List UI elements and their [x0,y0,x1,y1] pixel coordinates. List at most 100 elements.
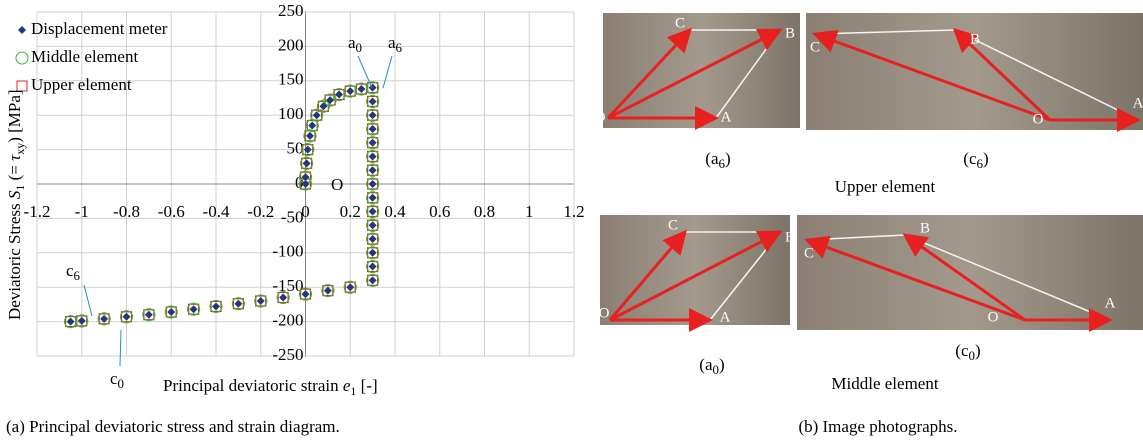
data-point [369,194,377,202]
data-point [324,287,332,295]
data-point [369,235,377,243]
photo: O A B C [595,13,800,128]
data-point [369,249,377,257]
data-point [369,97,377,105]
point-label: A [1105,295,1116,311]
label-end: ) [975,341,981,360]
x-tick-label: 1 [525,202,534,221]
figure-caption: (b) Image photographs. [798,417,957,436]
label-end: ) [983,149,989,168]
label-base: (c [955,341,969,360]
point-label: A [721,109,732,125]
photo-caption: (a6) [705,149,730,171]
data-point [369,263,377,271]
photo-caption: (c0) [955,341,980,363]
y-tick-label: 150 [278,70,304,89]
data-point [67,318,75,326]
y-tick-label: 250 [278,1,304,20]
legend-label: Displacement meter [31,19,168,38]
point-label: O [595,109,606,125]
annotation: a0 [348,33,362,55]
data-point [369,139,377,147]
legend-label: Upper element [31,75,132,94]
data-point [326,96,334,104]
data-point [357,85,365,93]
chart-caption: (a) Principal deviatoric stress and stra… [6,417,340,436]
data-point [319,102,327,110]
leader-line [383,56,392,88]
x-tick-label: 0.4 [384,202,406,221]
data-point [369,276,377,284]
x-tick-label: -0.8 [113,202,140,221]
y-tick-label: -50 [281,207,304,226]
group-label: Upper element [835,177,936,196]
data-point [257,297,265,305]
point-label: B [970,31,980,47]
group-label: Middle element [831,374,938,393]
x-tick-label: -0.4 [203,202,230,221]
data-point [369,84,377,92]
x-axis-title-part: Principal deviatoric strain [163,376,343,395]
x-tick-label: 1.2 [563,202,584,221]
annotation: a6 [388,33,403,55]
point-label: A [1133,95,1143,111]
point-label: O [599,305,610,321]
x-tick-label: -0.2 [247,202,274,221]
label-base: (c [963,149,977,168]
data-point [335,91,343,99]
data-point [123,313,131,321]
label-sub: 6 [396,40,403,55]
photo-caption: (a0) [699,355,724,377]
label-sub: 0 [118,376,125,391]
x-tick-label: 0.2 [340,202,361,221]
point-label: C [804,245,814,261]
y-axis-title-part: Deviatoric Stress [5,199,24,320]
data-point [234,300,242,308]
data-point [212,302,220,310]
leader-line [84,285,92,316]
x-axis-title: Principal deviatoric strain e1 [-] [163,376,378,398]
y-tick-label: 100 [278,104,304,123]
photo: OABC [797,215,1143,330]
y-axis-title-part: (= [5,161,24,185]
y-axis-title-part: ) [MPa] [5,89,24,142]
y-tick-label: 50 [287,139,304,158]
point-label: A [720,309,731,325]
y-tick-label: -200 [272,311,303,330]
y-tick-label: 200 [278,35,304,54]
annotation: c0 [110,369,124,391]
point-label: O [1033,111,1044,127]
data-point [167,308,175,316]
legend-marker [18,26,26,34]
label-base: (a [705,149,719,168]
point-label: B [785,229,795,245]
point-label: B [785,25,795,41]
x-tick-label: -1.2 [24,202,51,221]
x-tick-label: -1 [75,202,89,221]
y-axis-title-part: xy [13,143,27,155]
y-tick-label: -250 [272,345,303,364]
data-point [369,152,377,160]
x-axis-title-part: [-] [356,376,377,395]
page: -1.2-1-0.8-0.6-0.4-0.200.20.40.60.811.2-… [0,0,1143,442]
data-point [313,111,321,119]
x-tick-label: 0.8 [474,202,495,221]
data-point [369,221,377,229]
y-tick-label: -100 [272,242,303,261]
data-point [369,208,377,216]
legend-label: Middle element [31,47,138,66]
x-tick-label: -0.6 [158,202,185,221]
label-end: ) [725,149,731,168]
data-point [303,159,311,167]
leader-line [120,330,121,366]
legend-marker [16,52,28,64]
data-point [369,111,377,119]
point-label: B [920,220,930,236]
data-point [190,305,198,313]
data-point [346,87,354,95]
point-label: C [675,15,685,31]
annotation: c6 [66,261,81,283]
annotation: O [331,175,343,194]
data-point [369,166,377,174]
